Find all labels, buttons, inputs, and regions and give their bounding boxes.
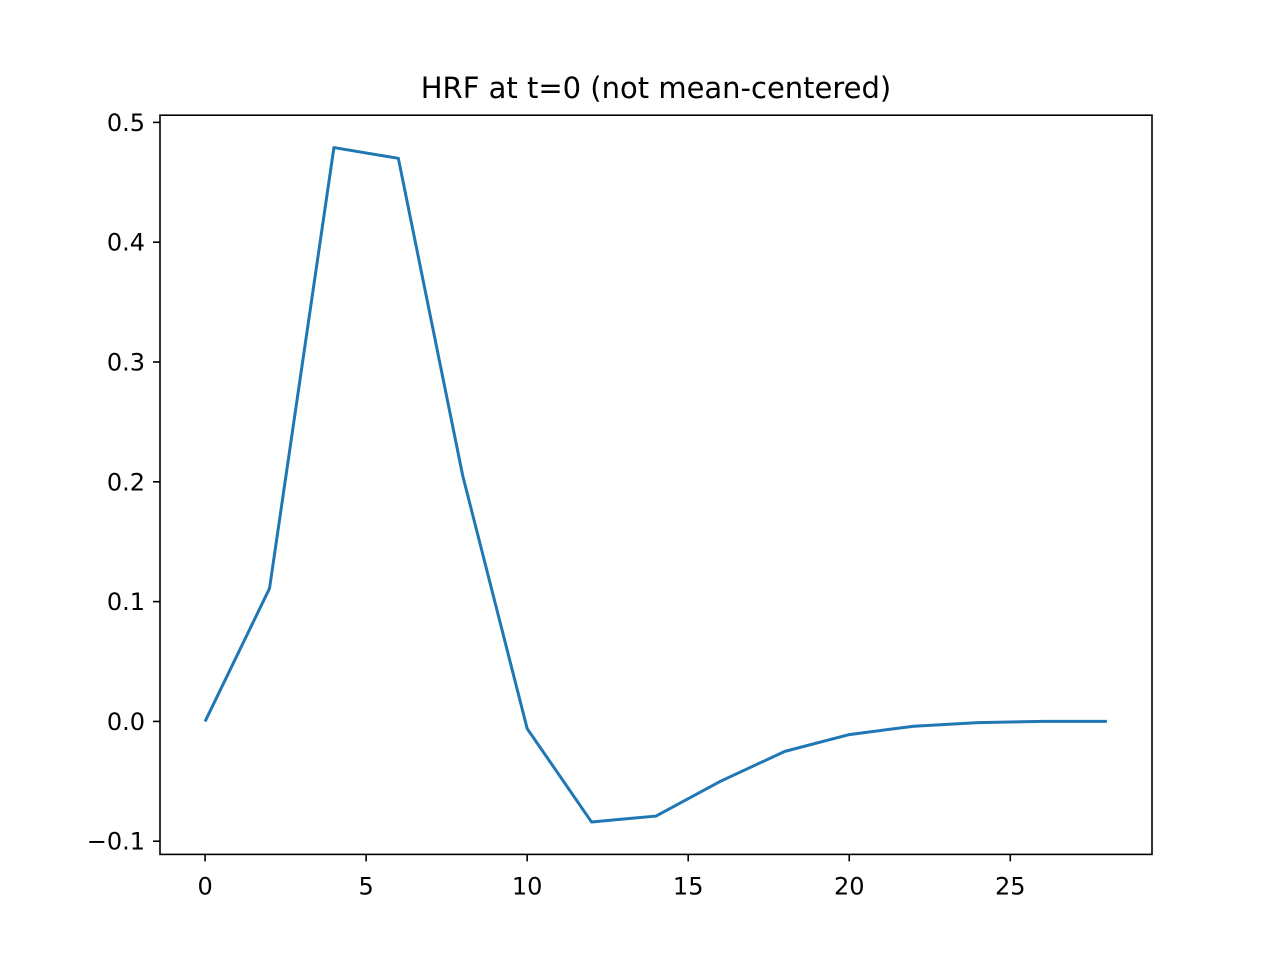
axes-frame <box>159 114 1153 856</box>
y-tick-label: 0.4 <box>107 229 145 257</box>
x-tick-label: 25 <box>995 872 1026 900</box>
series-line <box>203 146 1107 824</box>
y-tick-label: 0.3 <box>107 348 145 376</box>
x-axis: 0 5 10 15 20 25 <box>197 854 1026 900</box>
x-tick-label: 10 <box>512 872 543 900</box>
chart-title: HRF at t=0 (not mean-centered) <box>421 71 892 105</box>
y-tick-label: 0.2 <box>107 468 145 496</box>
x-tick-label: 5 <box>358 872 373 900</box>
plot-area <box>203 146 1107 824</box>
y-tick-label: 0.0 <box>107 708 145 736</box>
y-tick-label: 0.5 <box>107 109 145 137</box>
x-tick-label: 20 <box>834 872 865 900</box>
y-tick-label: −0.1 <box>87 828 145 856</box>
y-tick-label: 0.1 <box>107 588 145 616</box>
x-tick-label: 15 <box>673 872 704 900</box>
y-axis: −0.1 0.0 0.1 0.2 0.3 0.4 0.5 <box>87 109 160 856</box>
x-tick-label: 0 <box>197 872 212 900</box>
